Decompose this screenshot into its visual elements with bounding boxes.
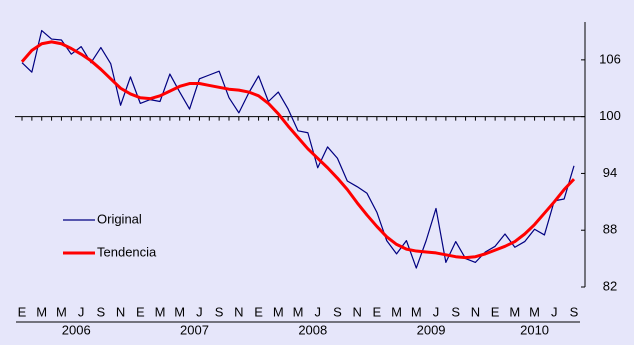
series-line [20, 40, 576, 260]
x-tick-label: M [155, 304, 166, 319]
x-tick-label: E [254, 304, 263, 319]
x-tick-label: J [314, 304, 321, 319]
y-tick-label: 88 [603, 222, 617, 237]
x-tick-label: S [451, 304, 460, 319]
year-label: 2007 [180, 322, 209, 337]
x-tick-label: M [174, 304, 185, 319]
x-tick-label: S [570, 304, 579, 319]
x-tick-label: M [529, 304, 540, 319]
x-tick-label: S [97, 304, 106, 319]
legend-label: Original [97, 211, 142, 226]
x-tick-label: M [391, 304, 402, 319]
x-tick-label: M [411, 304, 422, 319]
legend-label: Tendencia [97, 244, 157, 259]
x-tick-label: S [333, 304, 342, 319]
x-tick-label: S [215, 304, 224, 319]
year-label: 2009 [417, 322, 446, 337]
y-tick-label: 100 [599, 108, 621, 123]
x-tick-label: E [136, 304, 145, 319]
x-tick-label: N [234, 304, 243, 319]
x-tick-label: M [293, 304, 304, 319]
x-tick-label: N [352, 304, 361, 319]
x-tick-label: E [18, 304, 27, 319]
x-tick-label: M [36, 304, 47, 319]
x-tick-label: J [551, 304, 558, 319]
x-tick-label: E [491, 304, 500, 319]
y-tick-label: 106 [599, 51, 621, 66]
y-tick-label: 82 [603, 278, 617, 293]
y-tick-label: 94 [603, 165, 617, 180]
x-tick-label: M [509, 304, 520, 319]
x-tick-label: J [78, 304, 85, 319]
year-label: 2010 [520, 322, 549, 337]
x-tick-label: J [433, 304, 440, 319]
x-tick-label: J [196, 304, 203, 319]
x-tick-label: M [56, 304, 67, 319]
x-tick-label: M [273, 304, 284, 319]
x-tick-label: N [471, 304, 480, 319]
year-label: 2006 [62, 322, 91, 337]
x-tick-label: E [373, 304, 382, 319]
x-tick-label: N [116, 304, 125, 319]
year-label: 2008 [298, 322, 327, 337]
